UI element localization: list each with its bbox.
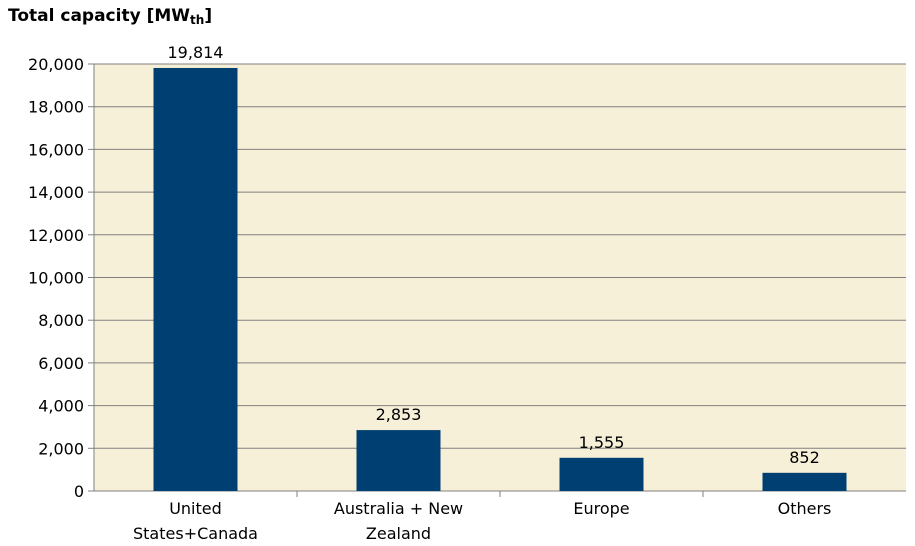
y-tick-label: 4,000 (38, 397, 84, 416)
data-label: 852 (789, 448, 820, 467)
y-tick-label: 16,000 (28, 140, 84, 159)
y-tick-label: 8,000 (38, 311, 84, 330)
chart-title-end: ] (204, 6, 213, 26)
bar (356, 430, 441, 491)
y-tick-label: 12,000 (28, 226, 84, 245)
bar (762, 472, 847, 491)
y-tick-label: 20,000 (28, 55, 84, 74)
x-category-label: States+Canada (133, 524, 258, 543)
y-tick-label: 14,000 (28, 183, 84, 202)
chart-title-main: Total capacity [MW (8, 6, 191, 26)
chart-title-subscript: th (190, 13, 205, 27)
x-category-label: Australia + New (334, 499, 463, 518)
y-tick-label: 6,000 (38, 354, 84, 373)
x-category-label: Zealand (366, 524, 431, 543)
data-label: 2,853 (376, 405, 422, 424)
x-category-label: Others (778, 499, 832, 518)
x-category-label: United (169, 499, 222, 518)
bar (559, 457, 644, 491)
chart-title: Total capacity [MWth] (8, 6, 212, 27)
x-category-label: Europe (573, 499, 629, 518)
bar (153, 67, 238, 491)
y-tick-label: 10,000 (28, 269, 84, 288)
y-tick-label: 0 (74, 482, 84, 501)
y-tick-label: 2,000 (38, 439, 84, 458)
data-label: 19,814 (168, 43, 224, 62)
y-tick-label: 18,000 (28, 98, 84, 117)
data-label: 1,555 (579, 433, 625, 452)
